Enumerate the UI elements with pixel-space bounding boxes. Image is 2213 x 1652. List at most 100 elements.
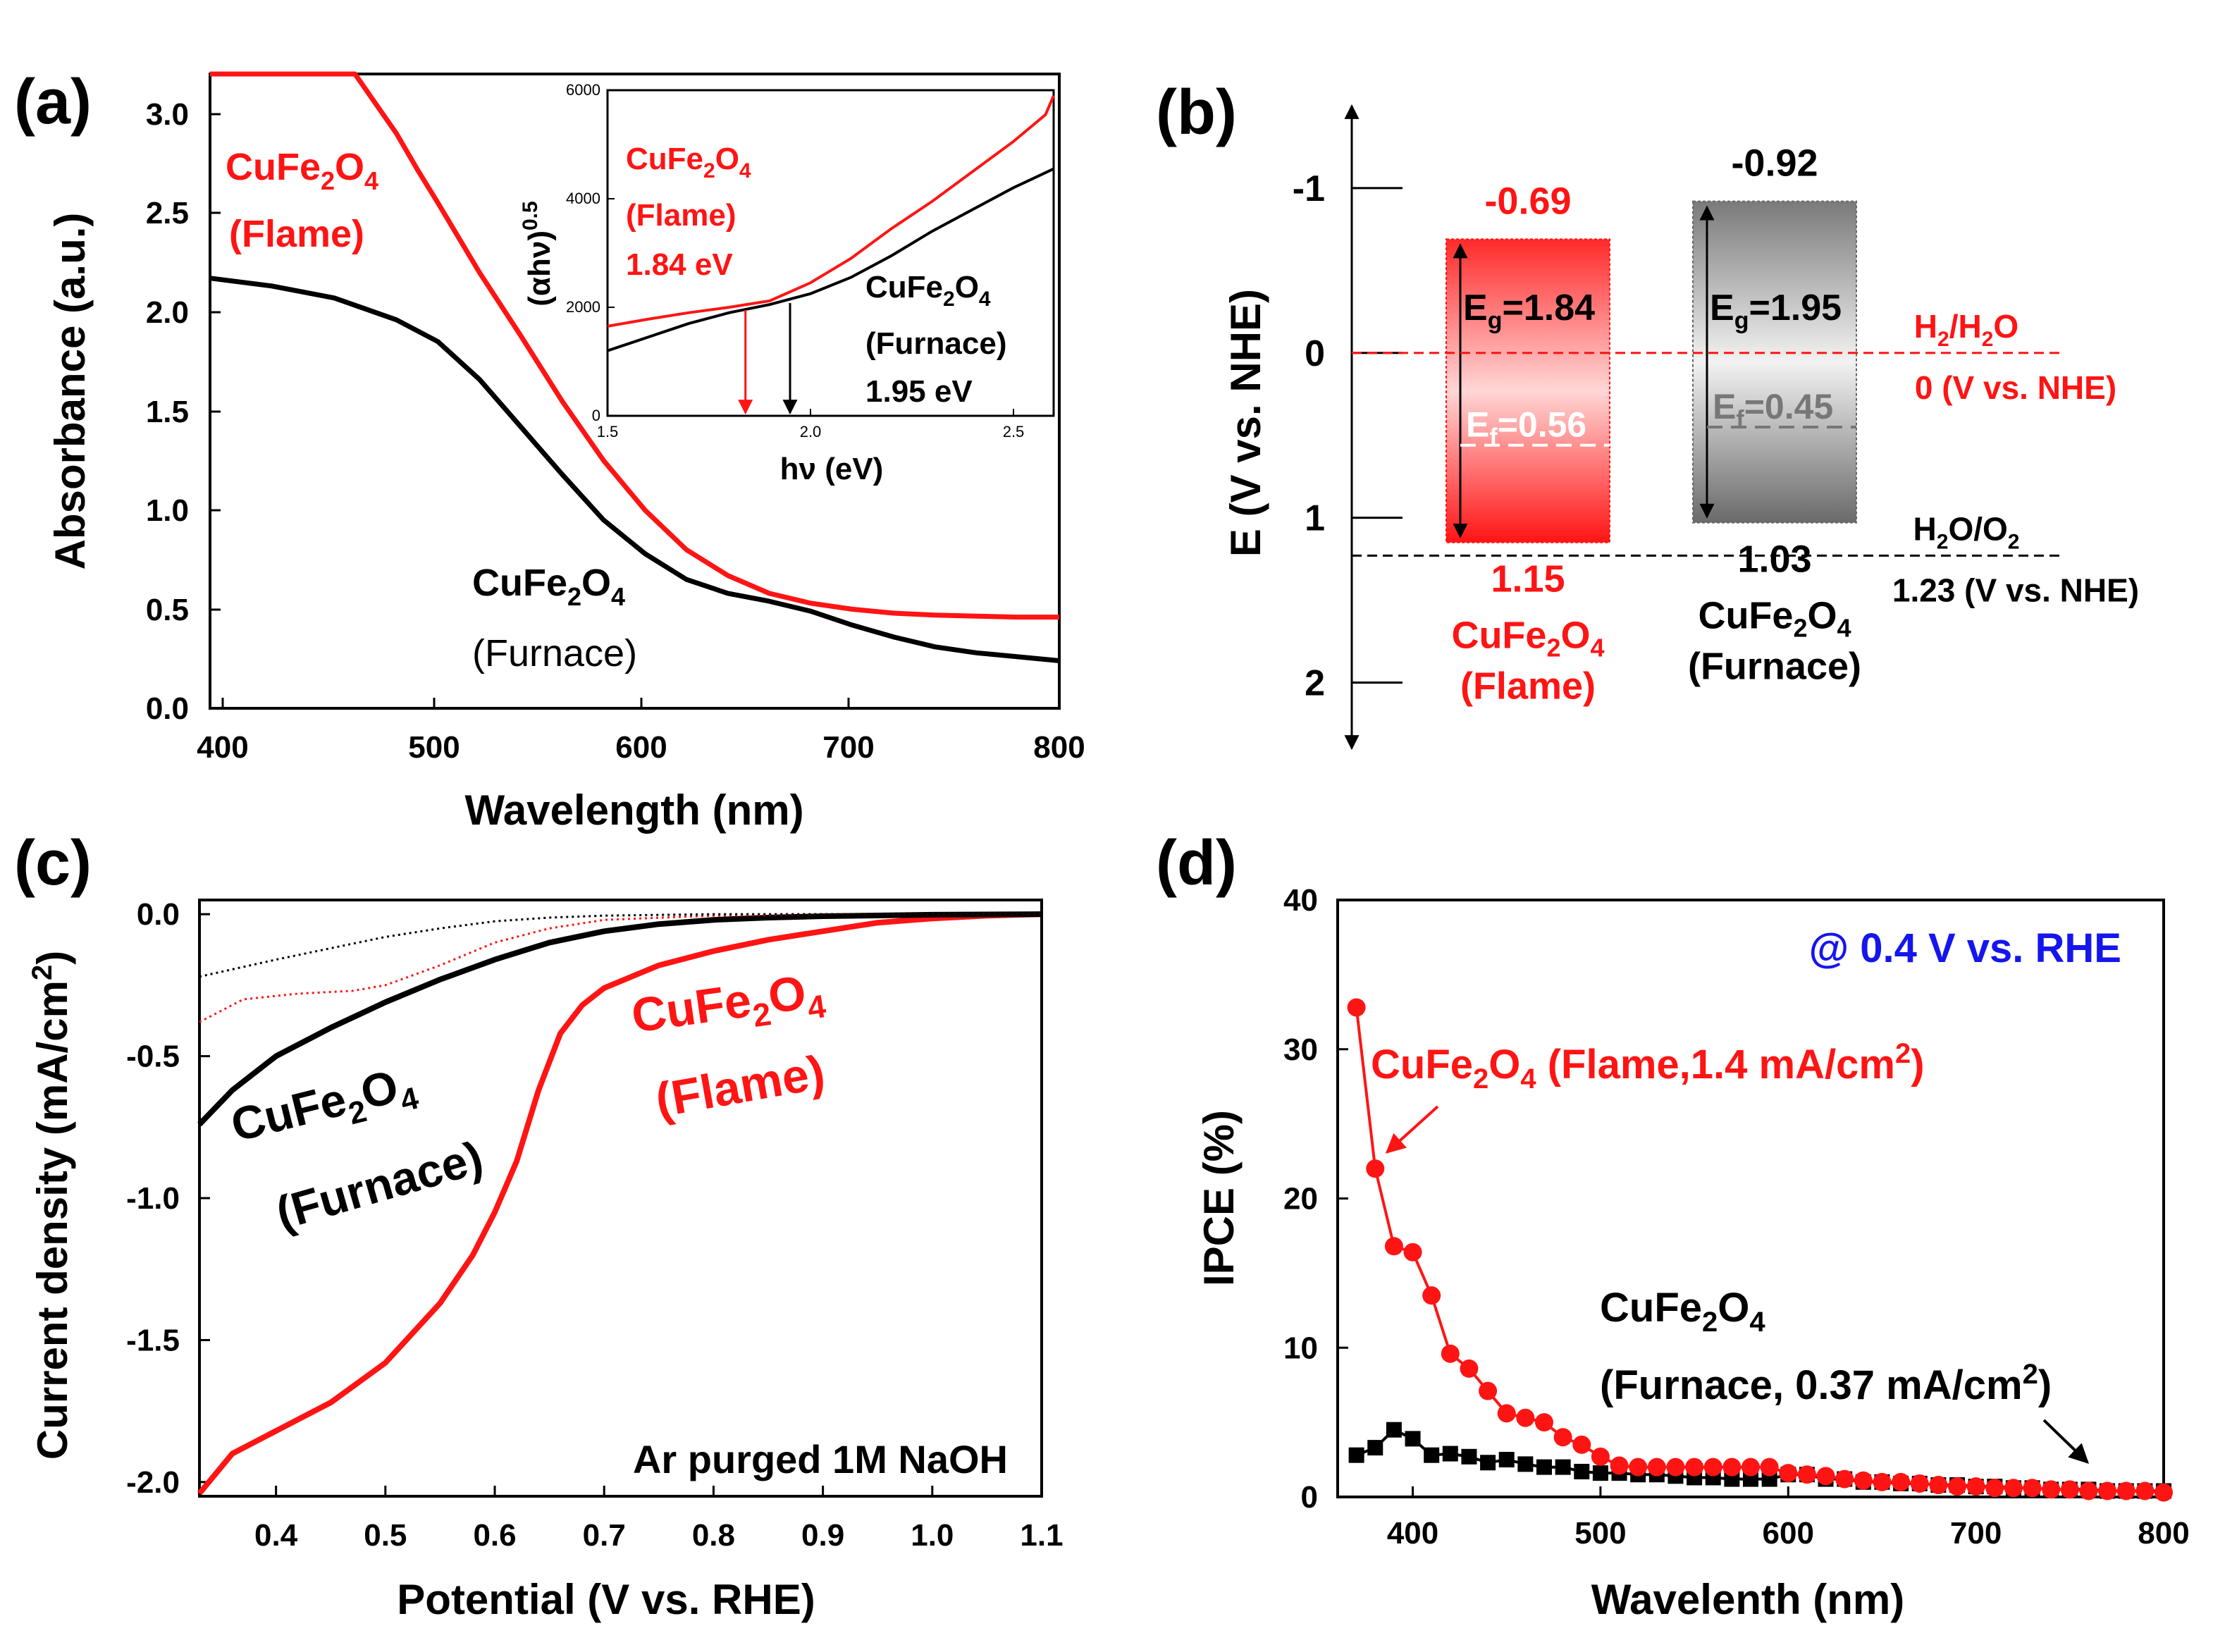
inset-flame-value: 1.84 eV: [626, 247, 733, 282]
dark-current-line: [199, 913, 1042, 978]
absorbance-inset: 1.5 2.0 2.5 0 2000 4000 6000 hν (eV) (αh…: [519, 81, 1055, 486]
ipce-point: [1892, 1472, 1911, 1491]
inset-x-tick-label: 2.5: [1003, 423, 1025, 440]
x-tick-label: 1.0: [911, 1518, 954, 1553]
ipce-point: [2023, 1479, 2042, 1498]
energy-tick-label: 2: [1305, 662, 1325, 703]
inset-x-tick: 2.0: [800, 409, 822, 440]
panel-a-series: [209, 71, 1060, 663]
band-diagram: Eg=1.84Ef=0.56-0.691.15CuFe2O4(Flame)Eg=…: [1445, 142, 1861, 708]
ipce-point: [1536, 1459, 1552, 1475]
x-tick-label: 700: [1950, 1516, 2002, 1551]
ipce-point: [1403, 1243, 1422, 1262]
inset-y-tick: 6000: [566, 81, 615, 99]
x-axis-label: Potential (V vs. RHE): [397, 1576, 815, 1623]
ipce-point: [1460, 1359, 1479, 1378]
y-axis-label: IPCE (%): [1195, 1110, 1243, 1286]
inset-x-tick: 2.5: [1003, 409, 1025, 440]
redox-levels: H2/H2O 0 (V vs. NHE) H2O/O2 1.23 (V vs. NHE…: [1352, 308, 2139, 608]
band-furnace: Eg=1.95 Ef=0.45 -0.92 1.03 CuFe2O4(Furnace): [1688, 142, 1861, 688]
x-tick-label: 600: [615, 730, 667, 765]
bandgap-label: Eg=1.84: [1463, 288, 1595, 334]
ipce-point: [1591, 1447, 1610, 1466]
inset-x-tick-label: 1.5: [597, 423, 619, 440]
inset-y-tick: 2000: [566, 298, 615, 316]
ipce-point: [2079, 1481, 2098, 1500]
inset-x-tick-label: 2.0: [800, 423, 822, 440]
ipce-point: [2135, 1481, 2155, 1500]
panel-c-label: (c): [14, 828, 92, 899]
inset-y-tick: 0: [592, 407, 615, 424]
inset-x-axis-label: hν (eV): [780, 452, 884, 486]
band-condition-label: (Furnace): [1688, 646, 1861, 688]
ipce-point: [1910, 1474, 1929, 1493]
ipce-point: [2155, 1483, 2173, 1502]
ipce-point: [1535, 1413, 1553, 1432]
y-tick-label: 0.0: [146, 691, 189, 726]
y-tick-label: 0.5: [146, 593, 189, 627]
y-tick-label: 40: [1283, 883, 1318, 918]
panel-b: (b) E (V vs. NHE) -1 0 1 2 Eg=1.84 Ef=0.56 -0…: [1156, 78, 2139, 751]
redox-level-label: H2/H2O: [1914, 308, 2018, 351]
redox-level-sublabel: 0 (V vs. NHE): [1915, 369, 2116, 406]
ipce-point: [2060, 1480, 2079, 1499]
ipce-point: [2098, 1481, 2117, 1500]
ipce-point: [1722, 1457, 1742, 1477]
ipce-point: [1498, 1452, 1515, 1468]
inset-furnace-value: 1.95 eV: [865, 374, 973, 409]
x-axis-label: Wavelength (nm): [464, 787, 803, 834]
ipce-point: [1948, 1477, 1966, 1496]
flame-condition-label: (Flame): [229, 213, 364, 255]
ipce-point: [2116, 1481, 2135, 1500]
inset-y-axis-label: (αhν)0.5: [519, 201, 557, 306]
ipce-point: [1685, 1457, 1704, 1477]
y-tick-label: 0.0: [137, 897, 180, 932]
ipce-point: [1479, 1381, 1498, 1400]
ipce-point: [1666, 1457, 1685, 1477]
y-tick-label: 3.0: [146, 97, 189, 132]
y-tick-label: -0.5: [126, 1040, 180, 1074]
ipce-point: [1461, 1448, 1477, 1465]
y-tick: 3.0: [146, 97, 221, 132]
flame-label-arrow: [1385, 1105, 1439, 1154]
ipce-point: [1347, 998, 1366, 1017]
y-tick-label: -1.5: [126, 1323, 180, 1357]
ipce-point: [2004, 1479, 2023, 1498]
panel-a-frame: [209, 73, 1061, 710]
x-tick-label: 0.9: [801, 1518, 844, 1553]
energy-tick-label: 1: [1305, 498, 1325, 539]
band-formula-label: CuFe2O4: [1698, 595, 1851, 643]
inset-y-tick-label: 0: [592, 407, 600, 424]
ipce-point: [1422, 1286, 1441, 1305]
x-tick-label: 500: [408, 730, 460, 765]
ipce-point: [1574, 1464, 1590, 1480]
y-tick: 0.0: [146, 691, 221, 726]
vb-value-label: 1.03: [1737, 538, 1811, 581]
y-tick-label: -2.0: [126, 1465, 180, 1500]
furnace-condition-label: (Furnace): [472, 632, 637, 674]
fermi-label: Ef=0.45: [1713, 387, 1833, 433]
band-box: [1692, 200, 1857, 524]
band-condition-label: (Flame): [1460, 665, 1596, 708]
ipce-point: [1516, 1408, 1535, 1427]
band-flame: Eg=1.84 Ef=0.56 -0.69 1.15 CuFe2O4(Flame): [1445, 180, 1610, 708]
y-tick-label: 0: [1301, 1480, 1318, 1515]
x-tick-label: 600: [1763, 1516, 1814, 1551]
x-tick: 600: [615, 698, 667, 765]
x-tick-label: 0.4: [254, 1518, 298, 1553]
ipce-point: [1629, 1457, 1648, 1477]
y-tick-label: 1.5: [146, 395, 189, 429]
y-tick: 1.5: [146, 395, 221, 429]
redox-level-label: H2O/O2: [1913, 510, 2020, 553]
x-tick-label: 400: [197, 730, 248, 765]
x-tick-label: 0.6: [473, 1518, 516, 1553]
ipce-point: [2042, 1480, 2061, 1499]
ipce-point: [1386, 1422, 1402, 1438]
inset-y-tick-label: 4000: [566, 190, 600, 207]
x-tick: 400: [197, 698, 249, 765]
inset-frame: [606, 89, 1055, 417]
panel-c-series: [197, 911, 1042, 1496]
x-tick: 700: [822, 698, 875, 765]
